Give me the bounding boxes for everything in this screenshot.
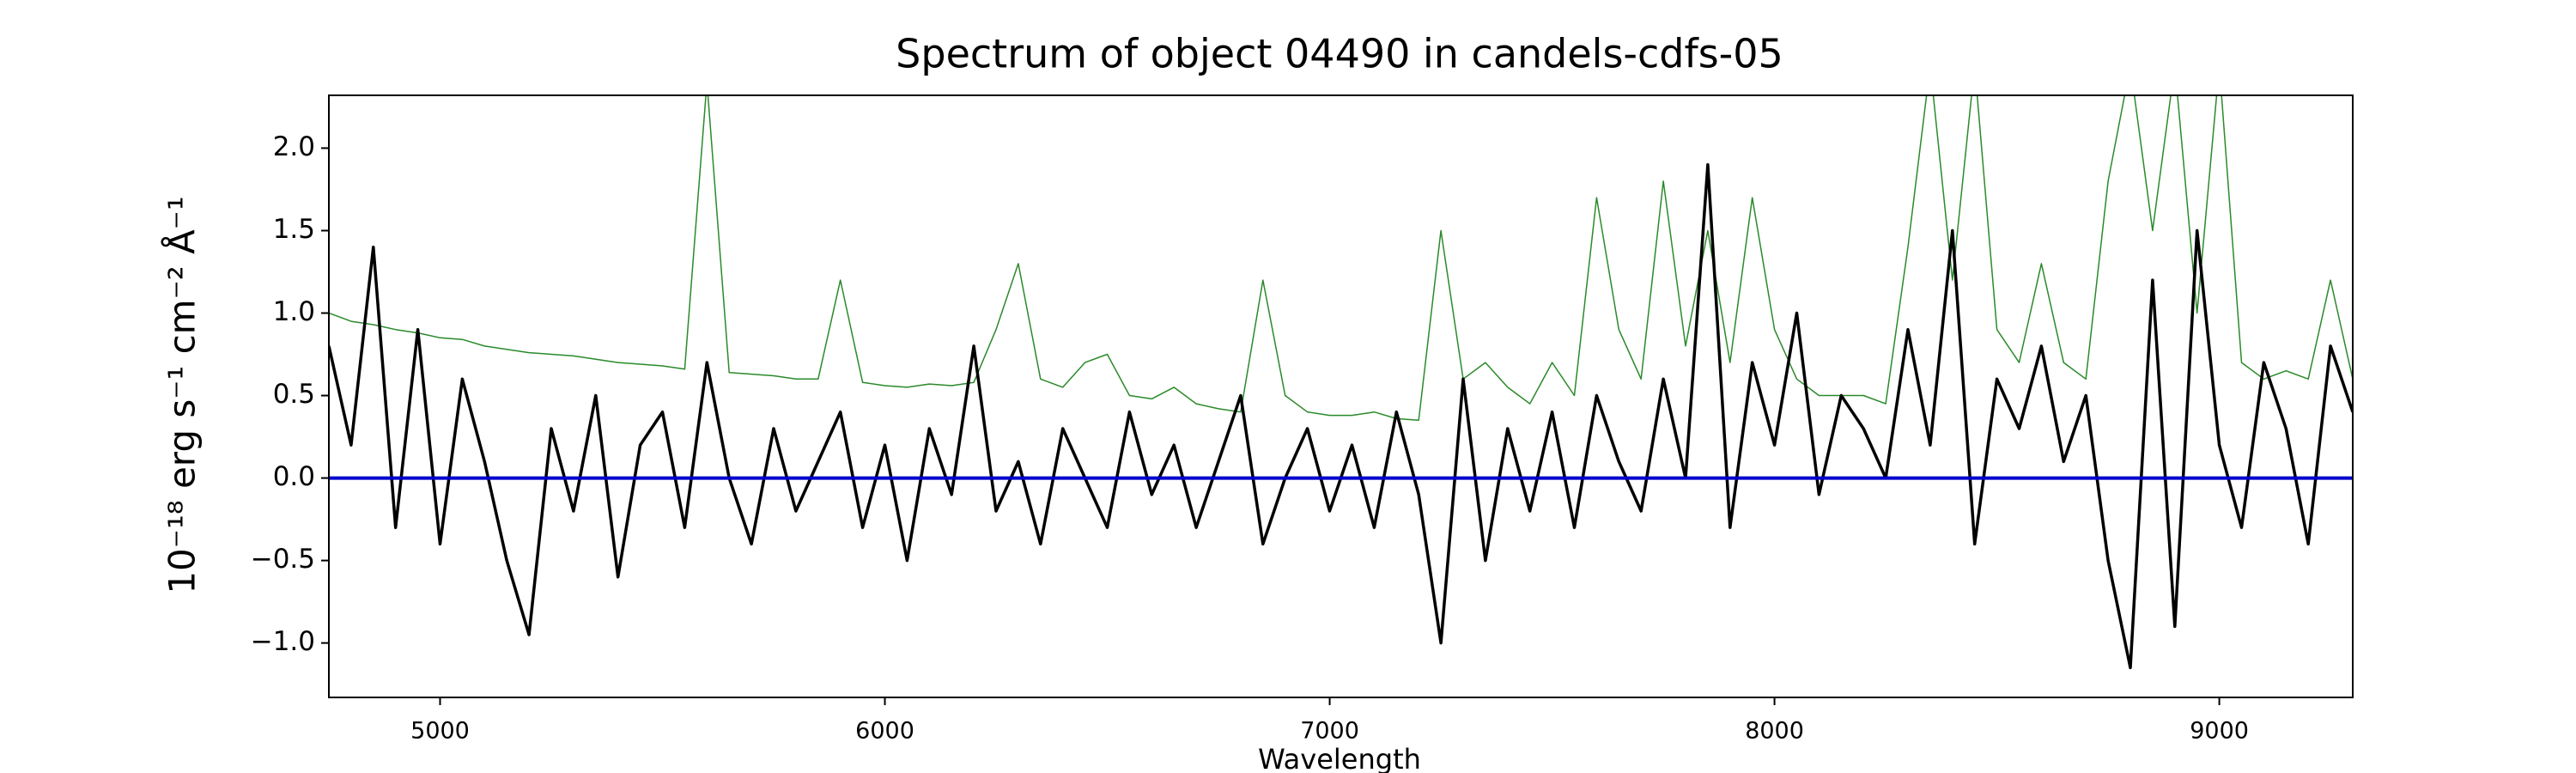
y-tick-label: −0.5 xyxy=(251,544,315,575)
y-axis-label: 10⁻¹⁸ erg s⁻¹ cm⁻² Å⁻¹ xyxy=(161,196,204,593)
plot-area xyxy=(329,95,2353,670)
y-tick-label: 0.5 xyxy=(273,379,315,410)
y-tick-label: 1.0 xyxy=(273,296,315,327)
x-tick-label: 8000 xyxy=(1745,718,1804,745)
y-tick-label: 2.0 xyxy=(273,131,315,162)
x-tick-label: 5000 xyxy=(410,718,470,745)
x-axis-label: Wavelength xyxy=(1258,743,1421,773)
x-tick-label: 9000 xyxy=(2190,718,2249,745)
series-line xyxy=(329,95,2353,422)
y-tick-label: 0.0 xyxy=(273,461,315,492)
y-tick-label: 1.5 xyxy=(273,214,315,245)
series-line xyxy=(329,162,2353,670)
x-tick-label: 6000 xyxy=(855,718,914,745)
chart-title: Spectrum of object 04490 in candels-cdfs… xyxy=(896,31,1783,77)
x-tick-label: 7000 xyxy=(1300,718,1359,745)
y-tick-label: −1.0 xyxy=(251,626,315,657)
plot-frame xyxy=(328,94,2354,698)
